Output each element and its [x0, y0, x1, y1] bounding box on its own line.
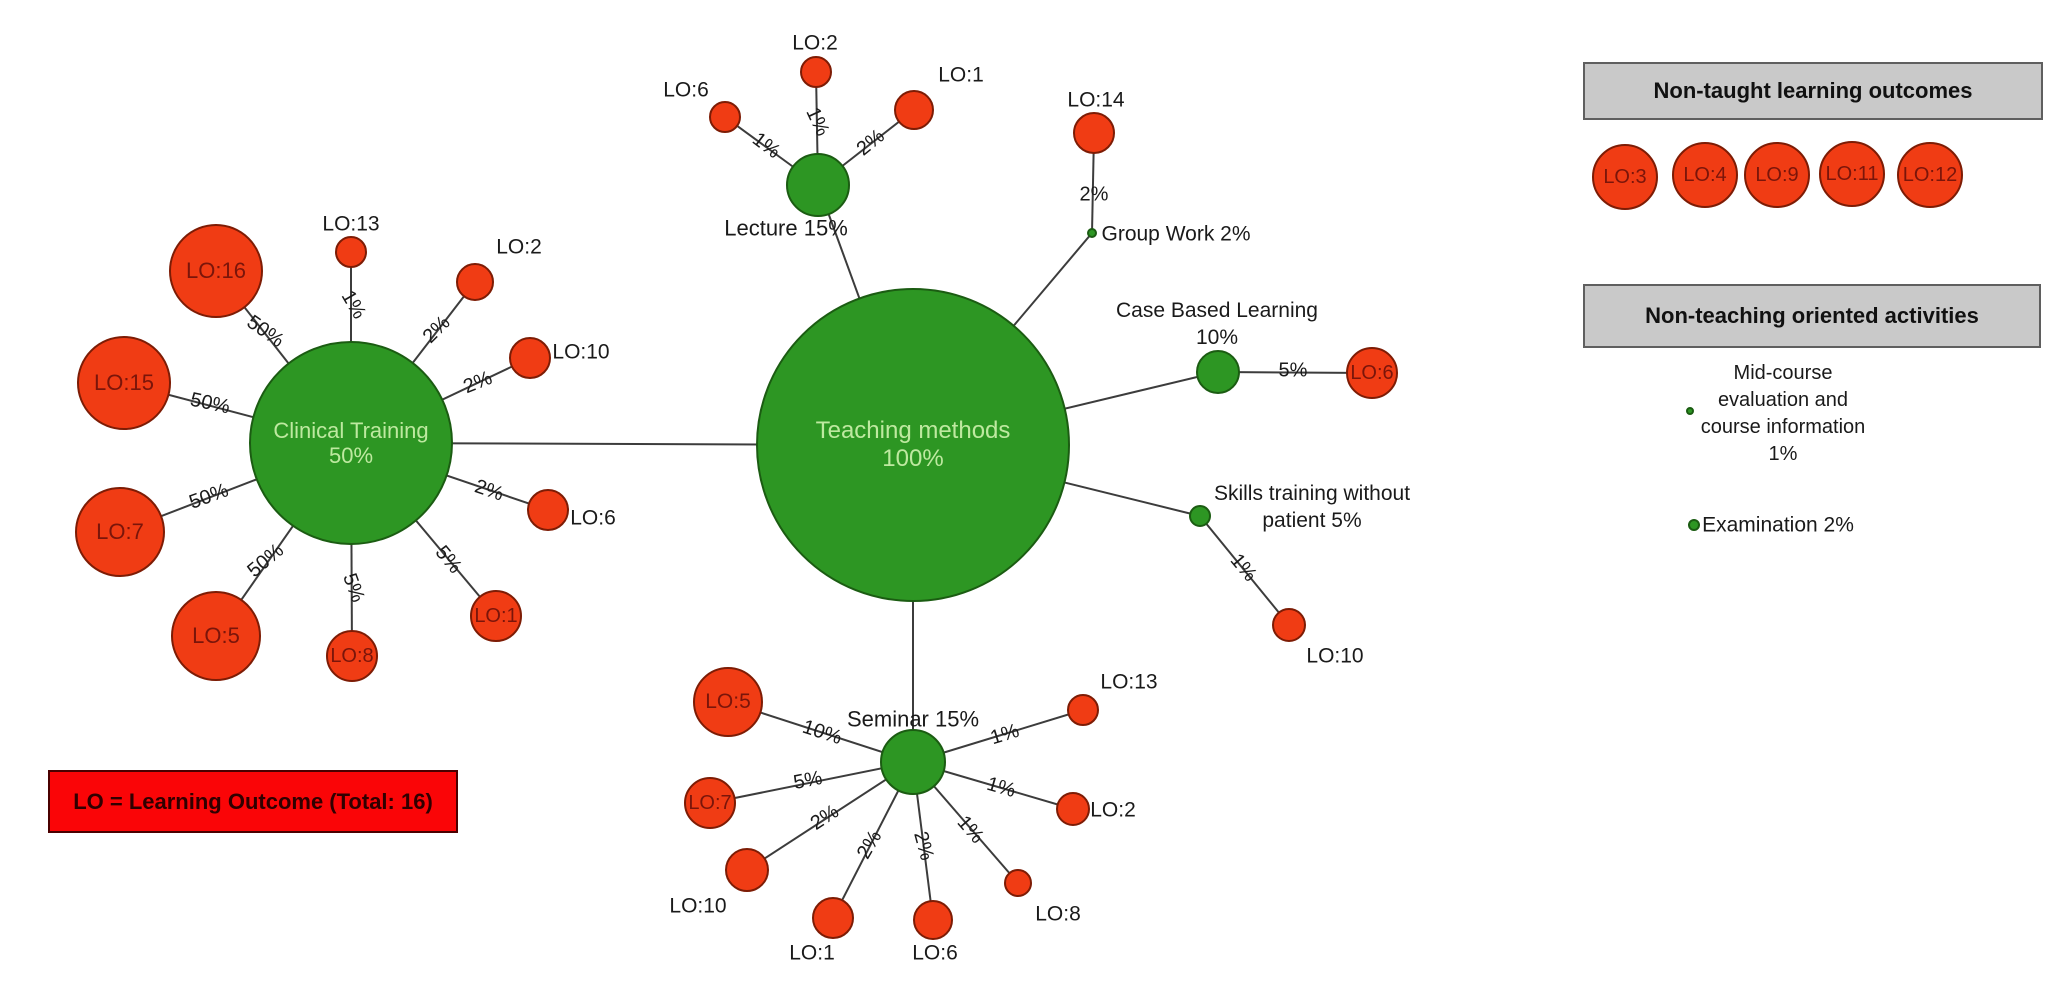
- clinical-label: Clinical Training 50%: [273, 417, 429, 468]
- outcome-circle-c2: [456, 263, 494, 301]
- outcome-circle-se1: [812, 897, 854, 939]
- legend-LO:4-label: LO:4: [1683, 163, 1727, 186]
- outcome-circle-c6: [527, 489, 569, 531]
- se6-label: LO:6: [912, 941, 958, 965]
- edge-skills-s10: [1199, 515, 1290, 626]
- se13-label: LO:13: [1100, 670, 1158, 694]
- se1-label: LO:1: [789, 941, 835, 965]
- groupwork-label: Group Work 2%: [1101, 222, 1251, 246]
- teaching-label: Teaching methods 100%: [815, 417, 1011, 472]
- legend-LO:9-label: LO:9: [1755, 163, 1799, 186]
- method-circle-cbl: [1196, 350, 1240, 394]
- non-taught-outcomes-header: Non-taught learning outcomes: [1583, 62, 2043, 120]
- c5-label: LO:5: [192, 623, 240, 649]
- c7-label: LO:7: [96, 519, 144, 545]
- cb6-label: LO:6: [1350, 361, 1394, 384]
- c15-label: LO:15: [94, 370, 154, 396]
- lo-abbreviation-note: LO = Learning Outcome (Total: 16): [48, 770, 458, 833]
- outcome-circle-se5: LO:5: [693, 667, 763, 737]
- method-circle-seminar: [880, 729, 946, 795]
- s10-label: LO:10: [1306, 644, 1364, 668]
- se2-label: LO:2: [1090, 798, 1136, 822]
- outcome-circle-se7: LO:7: [684, 777, 736, 829]
- se5-label: LO:5: [705, 689, 751, 713]
- activity-label-0: Mid-course evaluation and course informa…: [1700, 362, 1866, 465]
- c16-label: LO:16: [186, 258, 246, 284]
- activity-label-1: Examination 2%: [1702, 513, 1854, 537]
- outcome-circle-c1: LO:1: [470, 590, 522, 642]
- outcome-circle-cb6: LO:6: [1346, 347, 1398, 399]
- legend-LO:12-label: LO:12: [1902, 163, 1958, 186]
- outcome-circle-l6: [709, 101, 741, 133]
- c2-label: LO:2: [496, 235, 542, 259]
- legend-LO:3-label: LO:3: [1603, 165, 1647, 188]
- se8-label: LO:8: [1035, 902, 1081, 926]
- legend-LO:12: LO:12: [1897, 142, 1963, 208]
- c13-label: LO:13: [322, 212, 380, 236]
- lecture-label: Lecture 15%: [724, 215, 848, 241]
- outcome-circle-c15: LO:15: [77, 336, 171, 430]
- c10-label: LO:10: [552, 340, 610, 364]
- outcome-circle-c16: LO:16: [169, 224, 263, 318]
- method-circle-groupwork: [1087, 228, 1097, 238]
- outcome-circle-se13: [1067, 694, 1099, 726]
- outcome-circle-se8: [1004, 869, 1032, 897]
- outcome-circle-l2: [800, 56, 832, 88]
- edge-label-groupwork-g14: 2%: [1079, 183, 1109, 206]
- method-circle-lecture: [786, 153, 850, 217]
- outcome-circle-se2: [1056, 792, 1090, 826]
- outcome-circle-s10: [1272, 608, 1306, 642]
- outcome-circle-c8: LO:8: [326, 630, 378, 682]
- activity-dot-1: [1688, 519, 1700, 531]
- outcome-circle-c13: [335, 236, 367, 268]
- outcome-circle-c7: LO:7: [75, 487, 165, 577]
- legend-LO:11-label: LO:11: [1825, 162, 1879, 185]
- non-teaching-activities-header: Non-teaching oriented activities: [1583, 284, 2041, 348]
- l2-label: LO:2: [792, 31, 838, 55]
- edge-seminar-se7: [709, 761, 914, 804]
- legend-LO:11: LO:11: [1819, 141, 1885, 207]
- outcome-circle-c10: [509, 337, 551, 379]
- edge-label-cbl-cb6: 5%: [1278, 359, 1308, 382]
- outcome-circle-c5: LO:5: [171, 591, 261, 681]
- activity-dot-0: [1686, 407, 1694, 415]
- outcome-circle-l1: [894, 90, 934, 130]
- c6-label: LO:6: [570, 506, 616, 530]
- seminar-label: Seminar 15%: [846, 706, 980, 732]
- method-circle-teaching: Teaching methods 100%: [756, 288, 1070, 602]
- se7-label: LO:7: [688, 791, 732, 814]
- c1-label: LO:1: [474, 604, 518, 627]
- method-circle-skills: [1189, 505, 1211, 527]
- outcome-circle-se6: [913, 900, 953, 940]
- legend-LO:4: LO:4: [1672, 142, 1738, 208]
- skills-label: Skills training without patient 5%: [1213, 482, 1411, 532]
- outcome-circle-se10: [725, 848, 769, 892]
- g14-label: LO:14: [1067, 88, 1125, 112]
- l6-label: LO:6: [663, 78, 709, 102]
- legend-LO:3: LO:3: [1592, 144, 1658, 210]
- method-circle-clinical: Clinical Training 50%: [249, 341, 453, 545]
- se10-label: LO:10: [669, 894, 727, 918]
- cbl-label: Case Based Learning 10%: [1116, 299, 1318, 349]
- l1-label: LO:1: [938, 63, 984, 87]
- legend-LO:9: LO:9: [1744, 142, 1810, 208]
- c8-label: LO:8: [330, 644, 374, 667]
- outcome-circle-g14: [1073, 112, 1115, 154]
